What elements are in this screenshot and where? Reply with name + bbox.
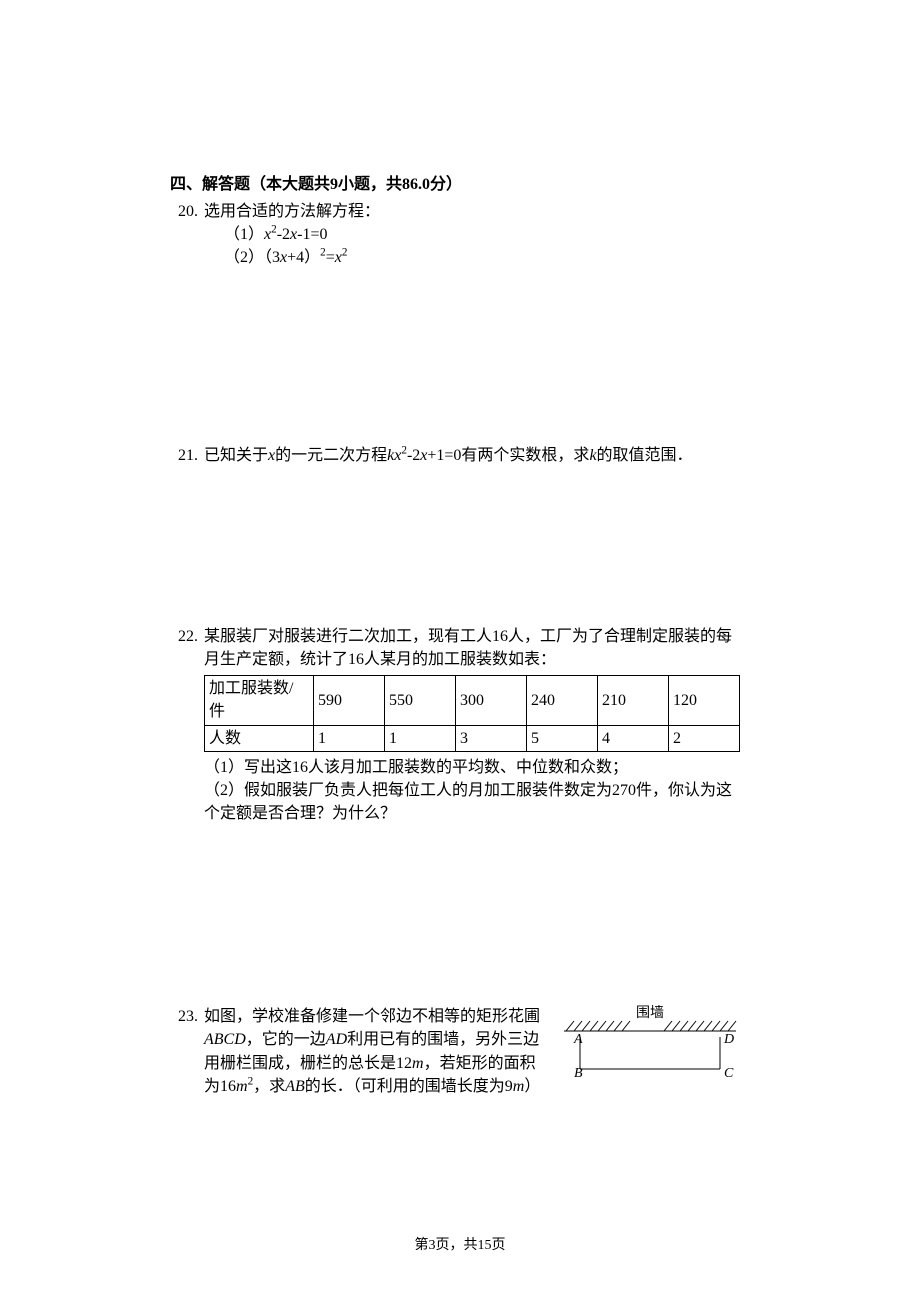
question-number: 21.	[170, 444, 204, 467]
question-number: 22.	[170, 625, 204, 648]
table-cell: 590	[314, 676, 385, 725]
table-row: 加工服装数/件 590 550 300 240 210 120	[205, 676, 740, 725]
question-number: 23.	[170, 1005, 204, 1028]
table-cell: 5	[527, 725, 598, 751]
figure-label-b: B	[574, 1066, 583, 1081]
table-cell: 550	[385, 676, 456, 725]
question-23: 23. 如图，学校准备修建一个邻边不相等的矩形花圃ABCD，它的一边AD利用已有…	[170, 1005, 740, 1098]
hatching	[566, 1021, 736, 1031]
table-cell: 210	[598, 676, 669, 725]
table-cell: 2	[669, 725, 740, 751]
section-header: 四、解答题（本大题共9小题，共86.0分）	[170, 170, 740, 194]
spacer	[170, 278, 740, 444]
page-footer: 第3页，共15页	[0, 1234, 920, 1254]
spacer	[170, 833, 740, 1005]
table-cell: 240	[527, 676, 598, 725]
spacer	[170, 475, 740, 625]
figure-wall-rectangle: 围墙	[560, 1005, 740, 1098]
question-sub-1: （1）x2-2x-1=0	[204, 223, 740, 246]
table-row: 人数 1 1 3 5 4 2	[205, 725, 740, 751]
figure-label-c: C	[724, 1066, 734, 1081]
table-cell: 300	[456, 676, 527, 725]
figure-wall-label: 围墙	[636, 1005, 664, 1021]
question-21: 21. 已知关于x的一元二次方程kx2-2x+1=0有两个实数根，求k的取值范围…	[170, 444, 740, 467]
question-body: 已知关于x的一元二次方程kx2-2x+1=0有两个实数根，求k的取值范围．	[204, 444, 740, 467]
question-sub-2: （2）（3x+4）2=x2	[204, 246, 740, 269]
table-cell: 120	[669, 676, 740, 725]
table-cell: 4	[598, 725, 669, 751]
table-cell: 1	[314, 725, 385, 751]
table-cell: 人数	[205, 725, 314, 751]
question-stem: 选用合适的方法解方程：	[204, 200, 740, 223]
table-cell: 3	[456, 725, 527, 751]
question-number: 20.	[170, 200, 204, 223]
question-stem: 如图，学校准备修建一个邻边不相等的矩形花圃ABCD，它的一边AD利用已有的围墙，…	[204, 1005, 548, 1098]
data-table: 加工服装数/件 590 550 300 240 210 120 人数 1 1 3…	[204, 675, 740, 752]
page: 四、解答题（本大题共9小题，共86.0分） 20. 选用合适的方法解方程： （1…	[0, 0, 920, 1302]
question-sub-2: （2）假如服装厂负责人把每位工人的月加工服装件数定为270件，你认为这个定额是否…	[204, 779, 740, 825]
question-body: 如图，学校准备修建一个邻边不相等的矩形花圃ABCD，它的一边AD利用已有的围墙，…	[204, 1005, 740, 1098]
question-body: 某服装厂对服装进行二次加工，现有工人16人，工厂为了合理制定服装的每月生产定额，…	[204, 625, 740, 826]
table-cell: 加工服装数/件	[205, 676, 314, 725]
question-sub-1: （1）写出这16人该月加工服装数的平均数、中位数和众数；	[204, 756, 740, 779]
question-stem: 某服装厂对服装进行二次加工，现有工人16人，工厂为了合理制定服装的每月生产定额，…	[204, 625, 740, 671]
question-20: 20. 选用合适的方法解方程： （1）x2-2x-1=0 （2）（3x+4）2=…	[170, 200, 740, 270]
figure-svg: 围墙	[560, 1005, 740, 1091]
figure-label-a: A	[573, 1032, 583, 1047]
figure-label-d: D	[723, 1032, 734, 1047]
question-body: 选用合适的方法解方程： （1）x2-2x-1=0 （2）（3x+4）2=x2	[204, 200, 740, 270]
question-22: 22. 某服装厂对服装进行二次加工，现有工人16人，工厂为了合理制定服装的每月生…	[170, 625, 740, 826]
table-cell: 1	[385, 725, 456, 751]
